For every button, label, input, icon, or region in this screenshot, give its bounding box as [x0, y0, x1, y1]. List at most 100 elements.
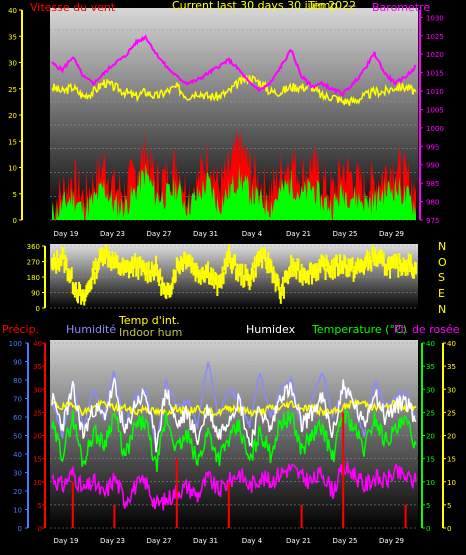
label-humidex: Humidex: [246, 323, 296, 336]
label-indoor-hum: Indoor hum: [119, 326, 182, 339]
wind-axis-tick-label: 0: [13, 217, 17, 225]
header-separator: ---: [344, 0, 356, 12]
temp-axis-tick-label: 25: [426, 409, 435, 417]
x-tick-label: Day 25: [333, 537, 358, 545]
baro-axis-tick-label: 1030: [426, 14, 444, 22]
direction-letter-n-bottom: N: [438, 303, 446, 316]
baro-axis-tick-label: 1000: [426, 125, 444, 133]
precip-bar: [342, 412, 345, 528]
direction-axis-tick-label: 360: [27, 243, 40, 251]
temp-axis-tick-label: 0: [426, 525, 430, 533]
precip-bar: [71, 481, 74, 528]
wind-axis-tick-label: 40: [8, 7, 17, 15]
x-tick-label: Day 31: [193, 537, 218, 545]
x-tick-label: Day 31: [193, 230, 218, 238]
direction-axis-tick-label: 180: [27, 274, 40, 282]
direction-axis-tick-label: 270: [27, 259, 40, 267]
x-tick-label: Day 19: [54, 537, 79, 545]
series-layer: [51, 34, 417, 528]
direction-letter-n-top: N: [438, 240, 446, 253]
temp-int-axis-tick-label: 25: [447, 409, 456, 417]
baro-axis-tick-label: 975: [426, 217, 439, 225]
precip-bar: [113, 504, 116, 528]
label-dewpoint: Pt. de rosée: [394, 323, 460, 336]
barometer-line: [51, 34, 417, 98]
humidity-axis-tick-label: 0: [18, 525, 22, 533]
x-tick-label: Day 4: [242, 230, 263, 238]
humidity-axis-tick-label: 50: [13, 433, 22, 441]
baro-axis-tick-label: 980: [426, 199, 439, 207]
wind-title: Vitesse du vent: [30, 1, 116, 14]
precip-axis-tick-label: 5: [38, 502, 42, 510]
current-overlap-label: Temp.: [307, 0, 341, 12]
label-temperature: Temperature (°C): [311, 323, 407, 336]
precip-axis-tick-label: 20: [33, 433, 42, 441]
temp-int-axis-tick-label: 30: [447, 386, 456, 394]
baro-axis-tick-label: 1025: [426, 33, 444, 41]
precip-axis-tick-label: 40: [33, 340, 42, 348]
humidity-axis-tick-label: 70: [13, 396, 22, 404]
x-tick-label: Day 27: [147, 537, 172, 545]
humidity-axis-tick-label: 60: [13, 414, 22, 422]
direction-letter-s: S: [438, 271, 445, 284]
wind-axis-tick-label: 25: [8, 86, 17, 94]
x-tick-label: Day 29: [379, 537, 404, 545]
precip-bar: [227, 481, 230, 528]
axis-layer: 0510152025303540975980985990995100010051…: [8, 7, 456, 545]
temperature-line: [51, 409, 417, 472]
temp-axis-tick-label: 5: [426, 502, 430, 510]
temp-int-axis-tick-label: 5: [447, 502, 451, 510]
baro-axis-tick-label: 985: [426, 180, 439, 188]
wind-axis-tick-label: 10: [8, 165, 17, 173]
x-tick-label: Day 23: [100, 230, 125, 238]
wind-axis-tick-label: 35: [8, 33, 17, 41]
baro-axis-tick-label: 1010: [426, 88, 444, 96]
x-tick-label: Day 4: [242, 537, 263, 545]
precip-bar: [300, 504, 303, 528]
x-tick-label: Day 21: [286, 537, 311, 545]
temp-int-axis-tick-label: 20: [447, 433, 456, 441]
humidity-axis-tick-label: 10: [13, 507, 22, 515]
baro-axis-tick-label: 990: [426, 162, 439, 170]
current-label: Current last 30 days 30 juin 2022: [172, 0, 356, 12]
direction-letter-e: E: [438, 287, 445, 300]
x-tick-label: Day 29: [379, 230, 404, 238]
temp-int-axis-tick-label: 40: [447, 340, 456, 348]
precip-axis-tick-label: 0: [38, 525, 42, 533]
temp-int-axis-tick-label: 15: [447, 456, 456, 464]
baro-axis-tick-label: 1020: [426, 51, 444, 59]
temp-int-axis-tick-label: 10: [447, 479, 456, 487]
x-tick-label: Day 21: [286, 230, 311, 238]
label-temp-int: Temp d'int.: [118, 314, 180, 327]
x-tick-label: Day 27: [147, 230, 172, 238]
baro-axis-tick-label: 1005: [426, 106, 444, 114]
humidity-axis-tick-label: 100: [9, 340, 22, 348]
temp-axis-tick-label: 10: [426, 479, 435, 487]
x-tick-label: Day 23: [100, 537, 125, 545]
label-precip: Précip.: [2, 323, 39, 336]
direction-axis-tick-label: 0: [36, 305, 40, 313]
temp-int-axis-tick-label: 35: [447, 363, 456, 371]
baro-axis-tick-label: 995: [426, 143, 439, 151]
temp-axis-tick-label: 30: [426, 386, 435, 394]
wind-axis-tick-label: 30: [8, 60, 17, 68]
temp-axis-tick-label: 20: [426, 433, 435, 441]
barometer-title: Barometre: [372, 1, 430, 14]
direction-axis-tick-label: 90: [31, 290, 40, 298]
precip-bar: [404, 504, 407, 528]
temp-axis-tick-label: 40: [426, 340, 435, 348]
precip-bar: [175, 458, 178, 528]
label-humidity: Humidité: [66, 323, 116, 336]
wind-axis-tick-label: 15: [8, 138, 17, 146]
humidity-axis-tick-label: 40: [13, 451, 22, 459]
baro-axis-tick-label: 1015: [426, 70, 444, 78]
humidity-axis-tick-label: 20: [13, 488, 22, 496]
x-tick-label: Day 19: [54, 230, 79, 238]
humidity-axis-tick-label: 80: [13, 377, 22, 385]
precip-axis-tick-label: 15: [33, 456, 42, 464]
humidex-line: [51, 377, 417, 453]
precip-axis-tick-label: 35: [33, 363, 42, 371]
wind-axis-tick-label: 20: [8, 112, 17, 120]
precip-axis-tick-label: 30: [33, 386, 42, 394]
